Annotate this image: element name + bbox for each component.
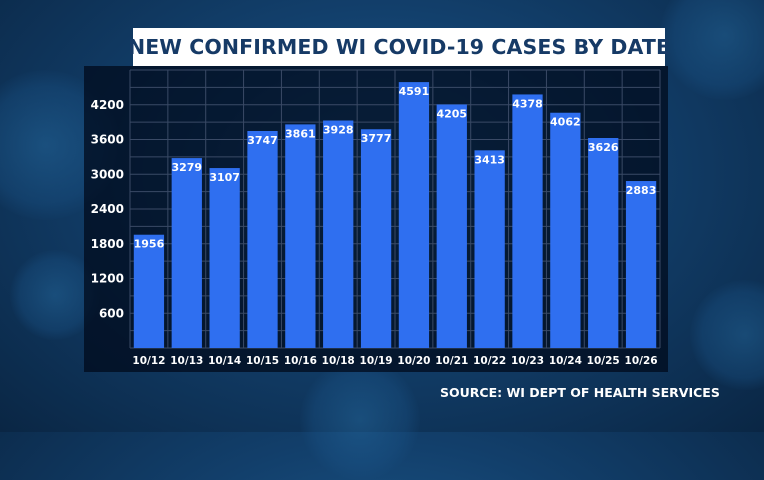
data-labels: 1956 3279 3107 3747 3861 3928 3777 4591 4205 3413…: [134, 85, 657, 251]
data-label: 3777: [361, 132, 392, 145]
bar: [209, 168, 240, 348]
chart-plot-area: 600 1200 1800 2400 3000 3600 4200 1956 3279 3107…: [84, 66, 668, 372]
chart-title-box: NEW CONFIRMED WI COVID-19 CASES BY DATE: [128, 28, 670, 66]
y-tick-label: 2400: [91, 202, 124, 216]
bar: [285, 124, 316, 348]
bar: [588, 137, 619, 348]
x-tick-label: 10/24: [549, 355, 582, 367]
y-tick-label: 1800: [91, 237, 124, 251]
x-tick-label: 10/13: [170, 355, 203, 367]
bar: [474, 150, 505, 348]
chart-title: NEW CONFIRMED WI COVID-19 CASES BY DATE: [127, 35, 671, 59]
data-label: 3861: [285, 127, 316, 140]
bars: [133, 82, 657, 349]
x-tick-label: 10/21: [435, 355, 468, 367]
bar: [436, 104, 467, 348]
x-tick-label: 10/22: [473, 355, 506, 367]
x-tick-label: 10/14: [208, 355, 241, 367]
data-label: 4591: [399, 85, 430, 98]
y-axis-ticks: 600 1200 1800 2400 3000 3600 4200: [91, 98, 124, 321]
data-label: 2883: [626, 184, 657, 197]
x-tick-label: 10/26: [625, 355, 658, 367]
bar: [360, 129, 392, 348]
data-label: 1956: [134, 238, 165, 251]
data-label: 3279: [171, 161, 202, 174]
x-tick-label: 10/20: [397, 355, 430, 367]
bar: [171, 158, 202, 348]
data-label: 4378: [512, 97, 543, 110]
data-label: 3928: [323, 124, 354, 137]
data-label: 4205: [436, 107, 467, 120]
y-tick-label: 1200: [91, 272, 124, 286]
x-tick-label: 10/19: [360, 355, 393, 367]
x-tick-label: 10/12: [132, 355, 165, 367]
x-tick-label: 10/16: [284, 355, 317, 367]
bar: [625, 181, 657, 348]
bar: [398, 82, 430, 348]
x-tick-label: 10/18: [322, 355, 355, 367]
data-label: 3107: [209, 171, 240, 184]
bar: [323, 120, 354, 349]
bar: [133, 234, 165, 348]
data-label: 3413: [474, 153, 505, 166]
source-note: SOURCE: WI DEPT OF HEALTH SERVICES: [440, 385, 720, 400]
x-tick-label: 10/23: [511, 355, 544, 367]
y-tick-label: 600: [99, 306, 124, 320]
bar: [550, 112, 581, 349]
bar: [247, 130, 278, 348]
y-tick-label: 3600: [91, 133, 124, 147]
x-tick-label: 10/15: [246, 355, 279, 367]
data-label: 3747: [247, 134, 278, 147]
data-label: 3626: [588, 141, 619, 154]
x-axis-ticks: 10/12 10/13 10/14 10/15 10/16 10/18 10/19 10/20…: [132, 355, 657, 367]
bar-chart: 600 1200 1800 2400 3000 3600 4200 1956 3279 3107…: [91, 69, 661, 367]
y-tick-label: 4200: [91, 98, 124, 112]
y-tick-label: 3000: [91, 167, 124, 181]
bar: [512, 94, 543, 349]
x-tick-label: 10/25: [587, 355, 620, 367]
data-label: 4062: [550, 116, 581, 129]
